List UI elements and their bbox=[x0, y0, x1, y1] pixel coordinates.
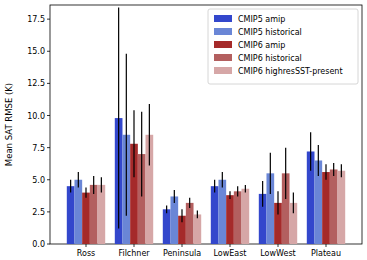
chart: 0.0 2.5 5.0 7.5 10.0 12.5 15.0 17.5 Mean SAT RMS… bbox=[0, 0, 367, 260]
y-tick bbox=[47, 211, 50, 212]
x-tick bbox=[86, 244, 87, 247]
error-bar bbox=[197, 211, 198, 219]
legend-box bbox=[208, 9, 358, 84]
x-tick-label: LowEast bbox=[213, 249, 246, 258]
y-tick-label: 10.0 bbox=[27, 112, 45, 121]
bar bbox=[170, 196, 178, 244]
y-tick-label: 12.5 bbox=[27, 79, 45, 88]
y-tick-label: 7.5 bbox=[32, 144, 45, 153]
error-bar bbox=[229, 191, 230, 199]
error-bar bbox=[85, 187, 86, 197]
legend-label: CMIP6 amip bbox=[238, 41, 285, 50]
error-bar bbox=[93, 176, 94, 194]
error-bar bbox=[293, 193, 294, 214]
error-bar bbox=[277, 191, 278, 214]
bar bbox=[322, 172, 330, 244]
bar bbox=[74, 180, 82, 244]
x-tick bbox=[134, 244, 135, 247]
y-tick bbox=[47, 83, 50, 84]
bar bbox=[82, 193, 90, 244]
legend-swatch bbox=[214, 67, 232, 74]
legend-swatch bbox=[214, 54, 232, 61]
bar bbox=[67, 186, 75, 244]
error-bar bbox=[141, 112, 142, 197]
y-tick-label: 15.0 bbox=[27, 47, 45, 56]
legend-label: CMIP5 historical bbox=[238, 28, 302, 37]
bar bbox=[98, 185, 106, 244]
y-tick bbox=[47, 179, 50, 180]
x-tick bbox=[182, 244, 183, 247]
plot-frame bbox=[50, 5, 362, 244]
error-bar bbox=[126, 54, 127, 216]
y-tick bbox=[47, 244, 50, 245]
error-bar bbox=[270, 153, 271, 194]
bar bbox=[338, 171, 346, 244]
error-bar bbox=[325, 164, 326, 179]
error-bar bbox=[70, 180, 71, 193]
y-tick bbox=[47, 51, 50, 52]
x-tick bbox=[326, 244, 327, 247]
error-bar bbox=[341, 164, 342, 177]
error-bar bbox=[245, 185, 246, 193]
error-bar bbox=[189, 198, 190, 208]
error-bar bbox=[181, 209, 182, 222]
bar bbox=[194, 214, 202, 244]
x-tick bbox=[230, 244, 231, 247]
error-bar bbox=[149, 104, 150, 166]
x-tick-label: Filchner bbox=[118, 249, 150, 258]
bar bbox=[163, 209, 171, 244]
error-bar bbox=[133, 110, 134, 177]
y-tick bbox=[47, 19, 50, 20]
error-bar bbox=[166, 205, 167, 213]
error-bar bbox=[214, 180, 215, 193]
bar bbox=[226, 195, 234, 244]
error-bar bbox=[174, 190, 175, 203]
x-tick-label: LowWest bbox=[260, 249, 295, 258]
bar bbox=[234, 191, 242, 244]
y-tick bbox=[47, 147, 50, 148]
error-bar bbox=[237, 186, 238, 196]
error-bar bbox=[222, 172, 223, 187]
error-bar bbox=[78, 172, 79, 187]
legend-label: CMIP6 highresSST-present bbox=[238, 67, 343, 76]
legend-label: CMIP5 amip bbox=[238, 15, 285, 24]
bar bbox=[218, 180, 226, 244]
y-tick-label: 2.5 bbox=[32, 208, 45, 217]
x-tick-label: Peninsula bbox=[163, 249, 201, 258]
error-bar bbox=[285, 148, 286, 199]
legend: CMIP5 amip CMIP5 historical CMIP6 amip CMIP… bbox=[208, 9, 358, 84]
y-tick bbox=[47, 115, 50, 116]
bar bbox=[211, 186, 219, 244]
y-tick-label: 0.0 bbox=[32, 240, 45, 249]
error-bar bbox=[262, 181, 263, 207]
y-axis-label: Mean SAT RMSE (K) bbox=[4, 83, 14, 166]
x-tick bbox=[278, 244, 279, 247]
legend-swatch bbox=[214, 15, 232, 22]
error-bar bbox=[318, 145, 319, 176]
y-tick-label: 5.0 bbox=[32, 176, 45, 185]
x-tick-label: Ross bbox=[77, 249, 95, 258]
error-bar bbox=[310, 132, 311, 171]
bar bbox=[186, 203, 194, 244]
error-bar bbox=[333, 163, 334, 176]
x-tick-label: Plateau bbox=[311, 249, 341, 258]
legend-swatch bbox=[214, 41, 232, 48]
legend-swatch bbox=[214, 28, 232, 35]
legend-label: CMIP6 historical bbox=[238, 54, 302, 63]
error-bar bbox=[118, 8, 119, 229]
error-bar bbox=[101, 177, 102, 192]
y-tick-label: 17.5 bbox=[27, 15, 45, 24]
bar bbox=[242, 189, 250, 244]
bar bbox=[330, 169, 338, 244]
